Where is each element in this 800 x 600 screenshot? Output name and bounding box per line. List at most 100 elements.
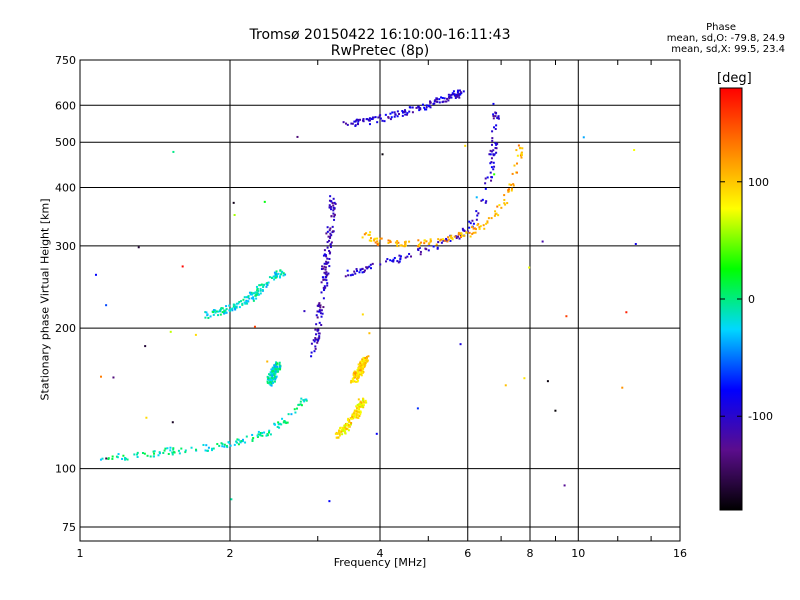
data-point bbox=[261, 434, 264, 437]
data-point bbox=[374, 241, 377, 244]
data-point bbox=[172, 448, 175, 451]
data-point bbox=[417, 243, 420, 246]
data-point bbox=[448, 238, 451, 241]
data-point bbox=[354, 272, 357, 275]
data-point bbox=[408, 110, 411, 113]
data-point bbox=[482, 224, 485, 227]
data-point bbox=[447, 99, 450, 102]
data-point bbox=[315, 333, 318, 336]
data-point bbox=[351, 413, 354, 416]
data-point bbox=[400, 244, 403, 247]
data-point bbox=[233, 307, 236, 310]
data-point bbox=[178, 452, 181, 455]
data-point bbox=[446, 97, 449, 100]
data-point bbox=[221, 443, 224, 446]
data-point bbox=[393, 111, 396, 114]
data-point bbox=[435, 100, 438, 103]
data-point bbox=[517, 144, 520, 147]
data-point bbox=[386, 258, 389, 261]
noise-point bbox=[100, 375, 103, 378]
data-point bbox=[466, 230, 469, 233]
data-point bbox=[379, 117, 382, 120]
data-point bbox=[326, 257, 329, 260]
data-point bbox=[354, 376, 357, 379]
y-axis-label: Stationary phase Virtual Height [km] bbox=[38, 198, 52, 401]
data-point bbox=[325, 279, 328, 282]
data-point bbox=[463, 234, 466, 237]
data-point bbox=[440, 238, 443, 241]
data-point bbox=[326, 282, 329, 285]
data-point bbox=[489, 153, 492, 156]
data-point bbox=[329, 232, 332, 235]
data-point bbox=[235, 302, 238, 305]
data-point bbox=[238, 300, 241, 303]
data-point bbox=[259, 432, 262, 435]
data-point bbox=[362, 359, 365, 362]
data-point bbox=[351, 377, 354, 380]
data-point bbox=[490, 166, 493, 169]
data-point bbox=[184, 451, 187, 454]
data-point bbox=[274, 273, 277, 276]
data-point bbox=[356, 373, 359, 376]
data-point bbox=[280, 423, 283, 426]
data-point bbox=[516, 171, 519, 174]
data-point bbox=[432, 102, 435, 105]
data-point bbox=[370, 239, 373, 242]
data-point bbox=[449, 96, 452, 99]
noise-point bbox=[523, 377, 526, 380]
data-point bbox=[357, 123, 360, 126]
data-point bbox=[409, 106, 412, 109]
data-point bbox=[344, 432, 347, 435]
noise-point bbox=[266, 360, 269, 363]
data-point bbox=[347, 274, 350, 277]
data-point bbox=[357, 375, 360, 378]
data-point bbox=[433, 100, 436, 103]
data-point bbox=[354, 120, 357, 123]
data-point bbox=[359, 365, 362, 368]
data-point bbox=[515, 149, 518, 152]
data-point bbox=[451, 92, 454, 95]
data-point bbox=[273, 380, 276, 383]
data-point bbox=[257, 430, 260, 433]
data-point bbox=[364, 399, 367, 402]
phase-stats-heading: Phase bbox=[706, 22, 736, 33]
data-point bbox=[419, 107, 422, 110]
data-point bbox=[260, 283, 263, 286]
data-point bbox=[361, 271, 364, 274]
data-point bbox=[277, 370, 280, 373]
data-point bbox=[328, 249, 331, 252]
data-point bbox=[363, 269, 366, 272]
data-point bbox=[303, 400, 306, 403]
chart-title: Tromsø 20150422 16:10:00-16:11:43 bbox=[249, 27, 511, 43]
data-point bbox=[255, 293, 258, 296]
data-point bbox=[325, 260, 328, 263]
data-point bbox=[520, 154, 523, 157]
data-point bbox=[391, 260, 394, 263]
data-point bbox=[394, 241, 397, 244]
data-point bbox=[269, 383, 272, 386]
data-point bbox=[172, 451, 175, 454]
data-point bbox=[520, 156, 523, 159]
data-point bbox=[268, 382, 271, 385]
data-point bbox=[320, 281, 323, 284]
data-point bbox=[497, 115, 500, 118]
data-point bbox=[365, 266, 368, 269]
data-point bbox=[404, 113, 407, 116]
data-point bbox=[481, 198, 484, 201]
noise-point bbox=[416, 407, 419, 410]
data-point bbox=[215, 310, 218, 313]
data-point bbox=[323, 265, 326, 268]
data-point bbox=[352, 417, 355, 420]
data-point bbox=[269, 433, 272, 436]
data-point bbox=[441, 96, 444, 99]
data-point bbox=[271, 366, 274, 369]
data-point bbox=[364, 357, 367, 360]
data-point bbox=[323, 262, 326, 265]
data-point bbox=[419, 108, 422, 111]
data-point bbox=[330, 241, 333, 244]
noise-point bbox=[621, 386, 624, 389]
data-point bbox=[497, 214, 500, 217]
data-point bbox=[334, 202, 337, 205]
data-point bbox=[352, 379, 355, 382]
